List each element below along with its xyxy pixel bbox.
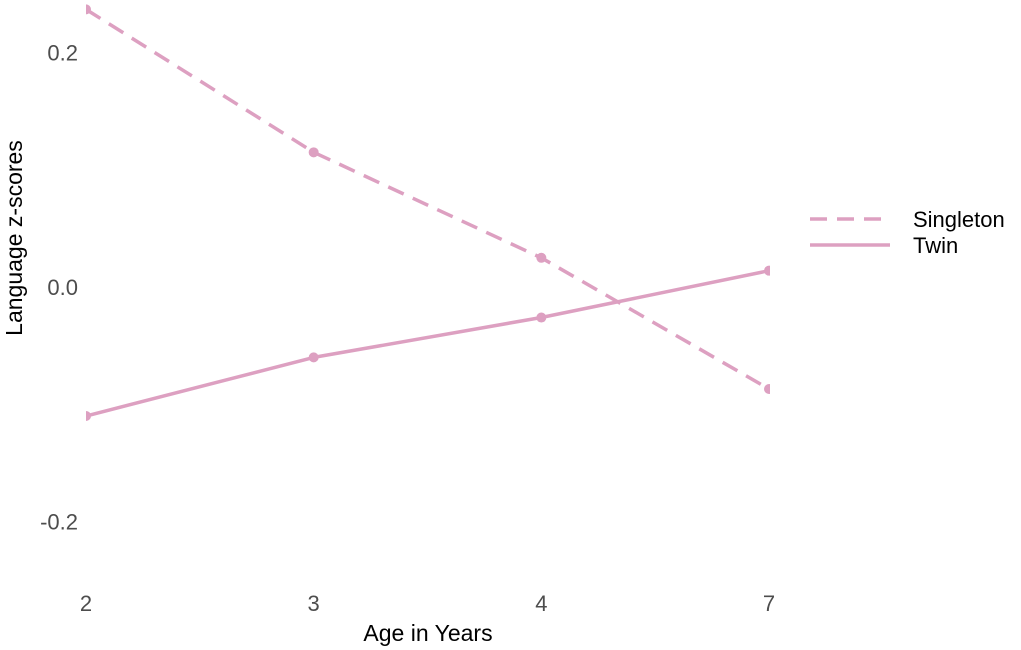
y-tick-label: -0.2 — [40, 509, 78, 534]
x-tick-label: 4 — [535, 591, 547, 616]
x-tick-label: 7 — [763, 591, 775, 616]
twin-point — [86, 410, 91, 421]
singleton-point — [308, 147, 319, 158]
singleton-point — [764, 384, 770, 395]
y-axis-ticks: -0.2 0.0 0.2 — [40, 41, 78, 535]
legend-twin-label: Twin — [913, 233, 958, 258]
y-tick-label: 0.2 — [47, 41, 78, 66]
y-axis-title: Language z-scores — [1, 140, 27, 336]
twin-point — [308, 352, 319, 363]
twin-point — [536, 312, 547, 323]
twin-line — [86, 268, 770, 418]
singleton-point — [86, 4, 91, 15]
legend-singleton-label: Singleton — [913, 207, 1005, 232]
y-tick-label: 0.0 — [47, 275, 78, 300]
series-layer — [86, 4, 770, 421]
singleton-point — [536, 252, 547, 263]
x-tick-label: 2 — [80, 591, 92, 616]
x-axis-title: Age in Years — [363, 620, 492, 646]
x-axis-ticks: 2 3 4 7 — [80, 591, 775, 616]
singleton-line — [86, 7, 770, 391]
x-tick-label: 3 — [308, 591, 320, 616]
twin-point — [764, 265, 770, 276]
